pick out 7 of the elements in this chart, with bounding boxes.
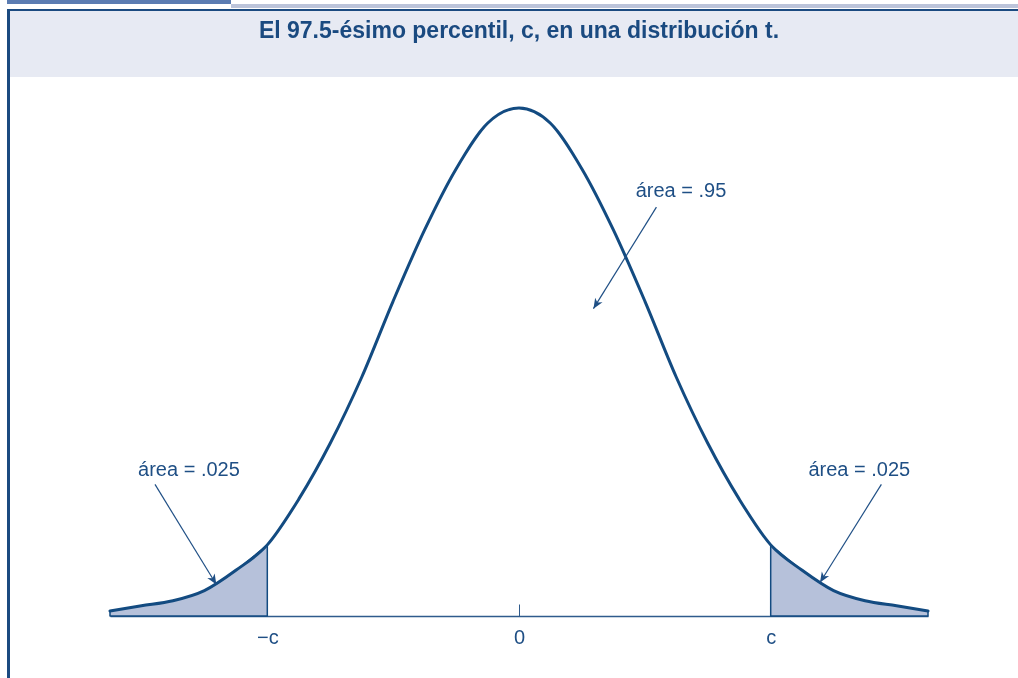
chart-title: El 97.5-ésimo percentil, c, en una distribución t.	[258, 16, 780, 43]
x-tick-label: −c	[256, 625, 279, 648]
annotation: área = .95	[635, 179, 727, 202]
x-tick-label: 0	[513, 625, 526, 648]
annotation: área = .025	[808, 457, 911, 480]
x-tick-label: c	[766, 625, 777, 648]
annotation: área = .025	[138, 457, 240, 480]
